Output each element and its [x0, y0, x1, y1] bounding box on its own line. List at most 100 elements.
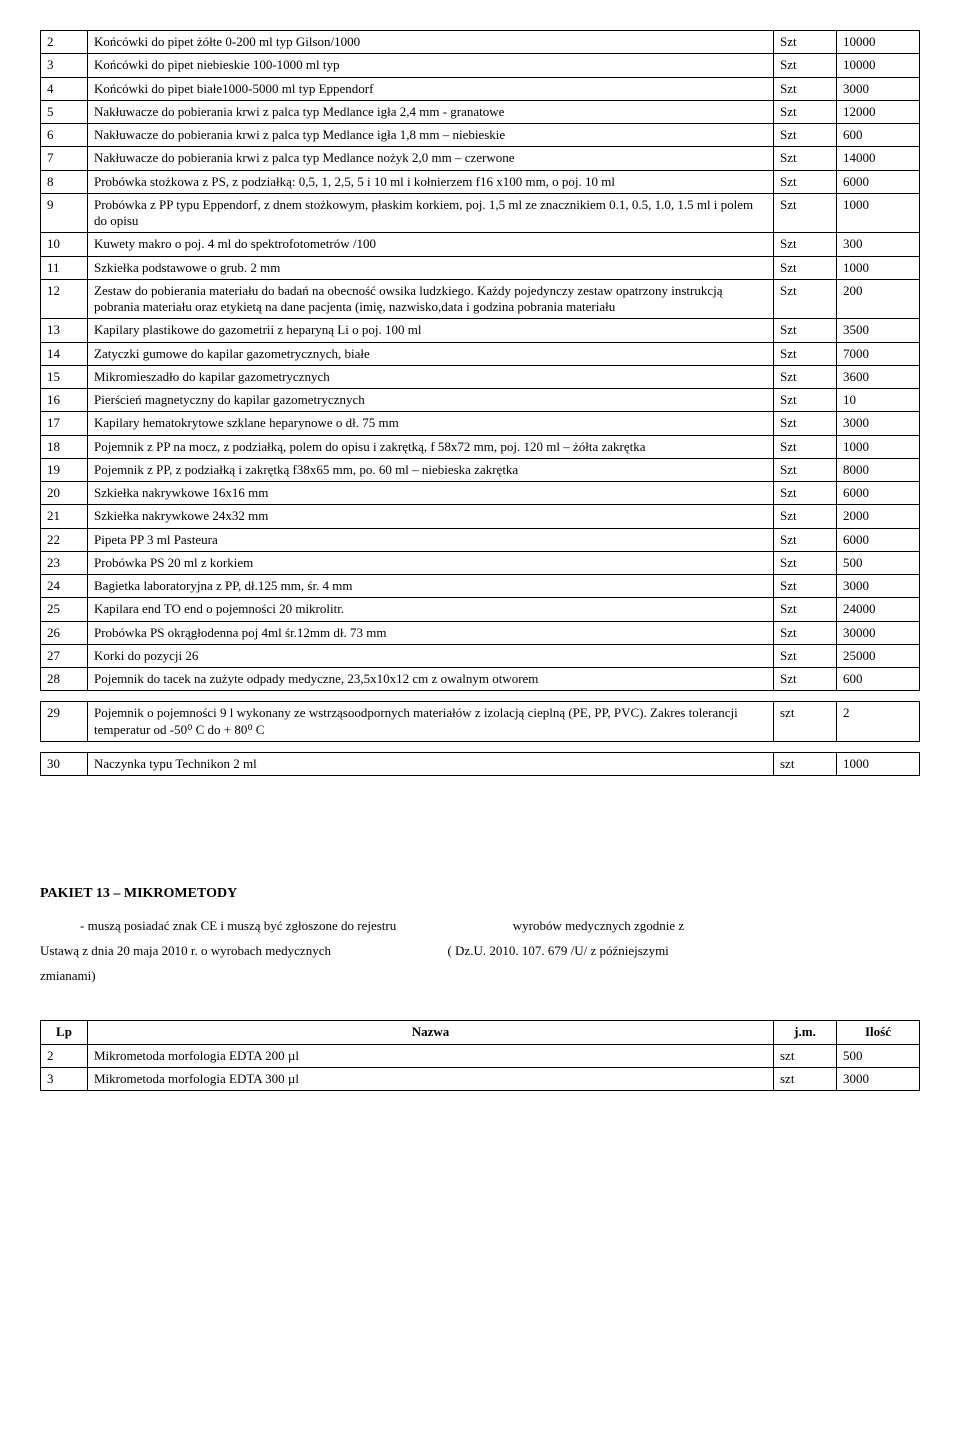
row-desc: Pojemnik z PP, z podziałką i zakrętką f3… — [88, 458, 774, 481]
mikrometody-table: Lp Nazwa j.m. Ilość 2Mikrometoda morfolo… — [40, 1020, 920, 1091]
table-row: 12Zestaw do pobierania materiału do bada… — [41, 279, 920, 319]
section-line-2: Ustawą z dnia 20 maja 2010 r. o wyrobach… — [40, 941, 920, 962]
row-desc: Naczynka typu Technikon 2 ml — [88, 752, 774, 775]
row-unit: Szt — [774, 342, 837, 365]
row-desc: Nakłuwacze do pobierania krwi z palca ty… — [88, 147, 774, 170]
row-unit: Szt — [774, 621, 837, 644]
row-desc: Zestaw do pobierania materiału do badań … — [88, 279, 774, 319]
row-qty: 14000 — [837, 147, 920, 170]
table-row: 11Szkiełka podstawowe o grub. 2 mmSzt100… — [41, 256, 920, 279]
row-unit: Szt — [774, 458, 837, 481]
row-desc: Końcówki do pipet białe1000-5000 ml typ … — [88, 77, 774, 100]
table-row: 6Nakłuwacze do pobierania krwi z palca t… — [41, 124, 920, 147]
row-qty: 3000 — [837, 412, 920, 435]
table-row: 15Mikromieszadło do kapilar gazometryczn… — [41, 365, 920, 388]
row-desc: Korki do pozycji 26 — [88, 644, 774, 667]
row-qty: 3000 — [837, 1067, 920, 1090]
row-desc: Szkiełka nakrywkowe 24x32 mm — [88, 505, 774, 528]
section-line-1a: - muszą posiadać znak CE i muszą być zgł… — [80, 918, 396, 933]
table-row: 3Mikrometoda morfologia EDTA 300 µlszt30… — [41, 1067, 920, 1090]
section-line-3: zmianami) — [40, 966, 920, 987]
row-desc: Kapilary plastikowe do gazometrii z hepa… — [88, 319, 774, 342]
row-unit: szt — [774, 1067, 837, 1090]
row-desc: Końcówki do pipet niebieskie 100-1000 ml… — [88, 54, 774, 77]
row-qty: 7000 — [837, 342, 920, 365]
row-unit: Szt — [774, 412, 837, 435]
row-qty: 300 — [837, 233, 920, 256]
row-qty: 10000 — [837, 54, 920, 77]
table-row: 25Kapilara end TO end o pojemności 20 mi… — [41, 598, 920, 621]
table-row: 5Nakłuwacze do pobierania krwi z palca t… — [41, 100, 920, 123]
table-row: 23Probówka PS 20 ml z korkiemSzt500 — [41, 551, 920, 574]
row-qty: 30000 — [837, 621, 920, 644]
row-desc: Mikrometoda morfologia EDTA 200 µl — [88, 1044, 774, 1067]
section-line-1: - muszą posiadać znak CE i muszą być zgł… — [40, 916, 920, 937]
row-unit: Szt — [774, 528, 837, 551]
row-number: 25 — [41, 598, 88, 621]
row-desc: Nakłuwacze do pobierania krwi z palca ty… — [88, 100, 774, 123]
table-row: 16Pierścień magnetyczny do kapilar gazom… — [41, 389, 920, 412]
row-number: 21 — [41, 505, 88, 528]
row-desc: Pojemnik z PP na mocz, z podziałką, pole… — [88, 435, 774, 458]
row-number: 5 — [41, 100, 88, 123]
items-table-row29: 29 Pojemnik o pojemności 9 l wykonany ze… — [40, 701, 920, 742]
row-number: 4 — [41, 77, 88, 100]
table-row: 21Szkiełka nakrywkowe 24x32 mmSzt2000 — [41, 505, 920, 528]
section-line-2a: Ustawą z dnia 20 maja 2010 r. o wyrobach… — [40, 943, 331, 958]
row-unit: Szt — [774, 256, 837, 279]
row-number: 30 — [41, 752, 88, 775]
row-unit: Szt — [774, 31, 837, 54]
table-row: 13Kapilary plastikowe do gazometrii z he… — [41, 319, 920, 342]
row-unit: Szt — [774, 668, 837, 691]
row-unit: Szt — [774, 598, 837, 621]
row-number: 22 — [41, 528, 88, 551]
row-qty: 2000 — [837, 505, 920, 528]
row-qty: 3500 — [837, 319, 920, 342]
row-number: 2 — [41, 1044, 88, 1067]
row-unit: Szt — [774, 482, 837, 505]
row-number: 17 — [41, 412, 88, 435]
row-desc: Pojemnik o pojemności 9 l wykonany ze ws… — [88, 702, 774, 742]
table-row: 14Zatyczki gumowe do kapilar gazometrycz… — [41, 342, 920, 365]
row-qty: 500 — [837, 1044, 920, 1067]
table-header: Lp Nazwa j.m. Ilość — [41, 1021, 920, 1044]
row-number: 7 — [41, 147, 88, 170]
table-row: 22Pipeta PP 3 ml PasteuraSzt6000 — [41, 528, 920, 551]
row-number: 20 — [41, 482, 88, 505]
row-qty: 600 — [837, 668, 920, 691]
row-qty: 1000 — [837, 752, 920, 775]
row-desc: Probówka PS 20 ml z korkiem — [88, 551, 774, 574]
row-number: 14 — [41, 342, 88, 365]
row-desc: Pierścień magnetyczny do kapilar gazomet… — [88, 389, 774, 412]
row-number: 8 — [41, 170, 88, 193]
header-jm: j.m. — [774, 1021, 837, 1044]
row-unit: Szt — [774, 147, 837, 170]
table-row: 3Końcówki do pipet niebieskie 100-1000 m… — [41, 54, 920, 77]
table-row: 9Probówka z PP typu Eppendorf, z dnem st… — [41, 193, 920, 233]
row-desc: Pipeta PP 3 ml Pasteura — [88, 528, 774, 551]
row-qty: 6000 — [837, 528, 920, 551]
row-number: 29 — [41, 702, 88, 742]
row-desc: Mikrometoda morfologia EDTA 300 µl — [88, 1067, 774, 1090]
row-unit: Szt — [774, 100, 837, 123]
row-qty: 10000 — [837, 31, 920, 54]
row-desc: Kapilara end TO end o pojemności 20 mikr… — [88, 598, 774, 621]
table-row: 26Probówka PS okrągłodenna poj 4ml śr.12… — [41, 621, 920, 644]
table-row: 7Nakłuwacze do pobierania krwi z palca t… — [41, 147, 920, 170]
row-number: 23 — [41, 551, 88, 574]
table-row: 18Pojemnik z PP na mocz, z podziałką, po… — [41, 435, 920, 458]
row-qty: 6000 — [837, 170, 920, 193]
row-desc: Szkiełka nakrywkowe 16x16 mm — [88, 482, 774, 505]
items-table-row30: 30 Naczynka typu Technikon 2 ml szt 1000 — [40, 752, 920, 776]
row-number: 9 — [41, 193, 88, 233]
row-qty: 2 — [837, 702, 920, 742]
table-row: 10Kuwety makro o poj. 4 ml do spektrofot… — [41, 233, 920, 256]
row-unit: Szt — [774, 644, 837, 667]
row-number: 16 — [41, 389, 88, 412]
row-unit: szt — [774, 752, 837, 775]
row-desc: Pojemnik do tacek na zużyte odpady medyc… — [88, 668, 774, 691]
row-unit: Szt — [774, 233, 837, 256]
row-unit: Szt — [774, 505, 837, 528]
row-desc: Probówka PS okrągłodenna poj 4ml śr.12mm… — [88, 621, 774, 644]
header-ilosc: Ilość — [837, 1021, 920, 1044]
